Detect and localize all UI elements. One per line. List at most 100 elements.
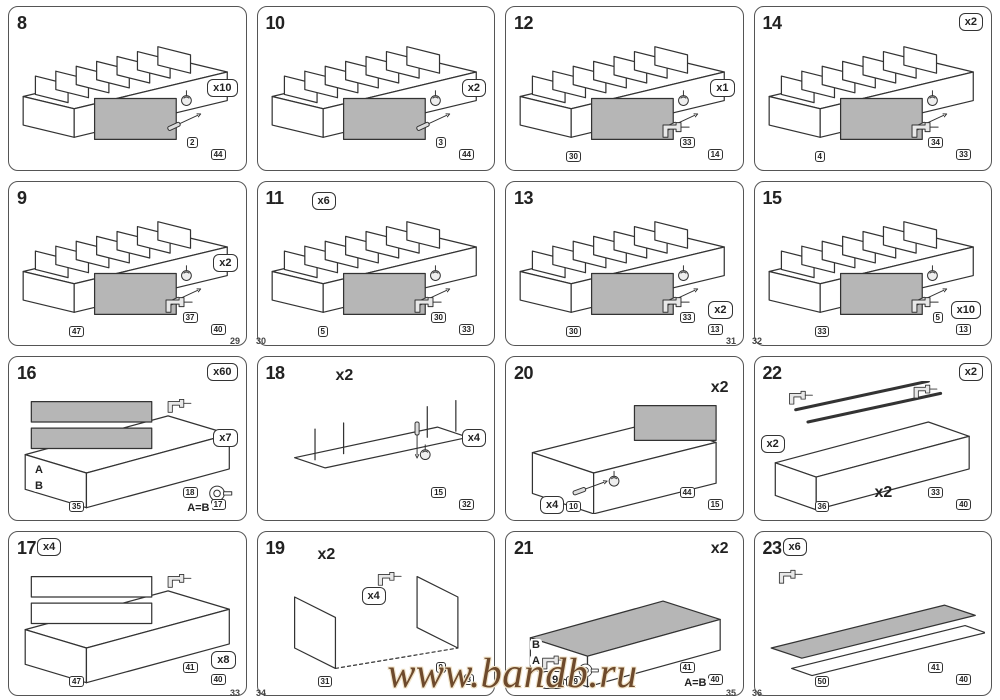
step-cell: 11 x633305: [257, 181, 496, 346]
part-number: 41: [928, 662, 943, 673]
note-label: B: [530, 639, 542, 651]
part-number: 33: [928, 487, 943, 498]
step-illustration: [15, 556, 240, 689]
quantity-callout: x2: [959, 363, 983, 381]
quantity-callout: x2: [462, 79, 486, 97]
part-number: 8: [464, 674, 474, 685]
note-label: A: [33, 464, 45, 476]
step-cell: 19 x4x28931: [257, 531, 496, 696]
part-number: 32: [459, 499, 474, 510]
quantity-callout: x6: [783, 538, 807, 556]
part-number: 40: [211, 324, 226, 335]
step-illustration: [761, 206, 986, 339]
part-number: 40: [211, 674, 226, 685]
part-number: 30: [431, 312, 446, 323]
step-illustration: [264, 381, 489, 514]
quantity-label: x4: [546, 499, 558, 511]
quantity-label: x2: [219, 257, 231, 269]
part-number: 40: [956, 499, 971, 510]
page-number: 36: [752, 688, 762, 698]
page-number: 31: [726, 336, 736, 346]
step-illustration: [512, 556, 737, 689]
step-illustration: [264, 206, 489, 339]
big-quantity: x2: [318, 546, 336, 564]
step-illustration: [264, 556, 489, 689]
big-quantity: x2: [711, 540, 729, 558]
part-number: 3: [436, 137, 446, 148]
part-number: 2: [187, 137, 197, 148]
part-number: 10: [566, 501, 581, 512]
part-number: 41: [680, 662, 695, 673]
part-number: 14: [708, 149, 723, 160]
quantity-callout: x7: [213, 429, 237, 447]
part-number: 47: [69, 326, 84, 337]
part-number: 44: [459, 149, 474, 160]
step-cell: 20 x4x2154410: [505, 356, 744, 521]
step-cell: 15 x1013533: [754, 181, 993, 346]
part-number: 17: [211, 499, 226, 510]
part-number: 5: [318, 326, 328, 337]
quantity-label: x4: [368, 590, 380, 602]
page-number: 30: [256, 336, 266, 346]
quantity-label: x9: [546, 674, 558, 686]
quantity-callout: x1: [710, 79, 734, 97]
quantity-label: x4: [468, 432, 480, 444]
quantity-label: x2: [767, 438, 779, 450]
part-number: 31: [318, 676, 333, 687]
step-cell: 22 x2x2x2403336: [754, 356, 993, 521]
step-cell: 10 x2443: [257, 6, 496, 171]
quantity-callout: x2: [708, 301, 732, 319]
quantity-callout: x8: [211, 651, 235, 669]
part-number: 30: [566, 326, 581, 337]
step-illustration: [264, 31, 489, 164]
step-illustration: [15, 381, 240, 514]
step-cell: 12 x1143330: [505, 6, 744, 171]
part-number: 13: [708, 324, 723, 335]
part-number: 18: [183, 487, 198, 498]
quantity-callout: x4: [462, 429, 486, 447]
quantity-callout: x2: [959, 13, 983, 31]
step-illustration: [512, 381, 737, 514]
quantity-label: x6: [318, 195, 330, 207]
step-cell: 14 x233344: [754, 6, 993, 171]
step-cell: 21 x9x2404119ABA=B: [505, 531, 744, 696]
step-cell: 16 x60x7171835BAA=B: [8, 356, 247, 521]
big-quantity: x2: [875, 484, 893, 502]
part-number: 15: [708, 499, 723, 510]
quantity-label: x10: [957, 304, 975, 316]
step-illustration: [761, 556, 986, 689]
quantity-callout: x60: [207, 363, 237, 381]
part-number: 4: [815, 151, 825, 162]
part-number: 9: [436, 662, 446, 673]
step-cell: 8 x10442: [8, 6, 247, 171]
quantity-label: x2: [965, 16, 977, 28]
big-quantity: x2: [336, 367, 354, 385]
note-label: A=B: [682, 677, 708, 689]
quantity-label: x2: [468, 82, 480, 94]
note-label: B: [33, 480, 45, 492]
part-number: 33: [680, 137, 695, 148]
big-quantity: x2: [711, 379, 729, 397]
part-number: 33: [815, 326, 830, 337]
part-number: 50: [815, 676, 830, 687]
quantity-label: x60: [213, 366, 231, 378]
step-cell: 13 x2133330: [505, 181, 744, 346]
part-number: 35: [69, 501, 84, 512]
step-cell: 18 x4x23215: [257, 356, 496, 521]
part-number: 30: [566, 151, 581, 162]
quantity-callout: x2: [213, 254, 237, 272]
part-number: 13: [956, 324, 971, 335]
part-number: 40: [956, 674, 971, 685]
quantity-callout: x4: [37, 538, 61, 556]
part-number: 41: [183, 662, 198, 673]
step-cell: 9 x2403747: [8, 181, 247, 346]
quantity-label: x1: [716, 82, 728, 94]
note-label: A: [530, 655, 542, 667]
page-number: 32: [752, 336, 762, 346]
part-number: 36: [815, 501, 830, 512]
page-number: 33: [230, 688, 240, 698]
step-illustration: [512, 31, 737, 164]
part-number: 33: [459, 324, 474, 335]
part-number: 37: [183, 312, 198, 323]
part-number: 47: [69, 676, 84, 687]
